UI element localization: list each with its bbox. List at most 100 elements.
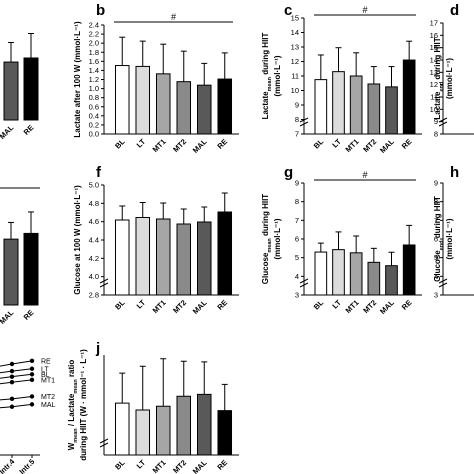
axis-break-a — [438, 278, 448, 284]
y-tick-label: 13 — [430, 68, 438, 77]
panel-g: g 3 4 5 6 7 8 9 Glucosemean during HIIT(mmol·L⁻¹… — [261, 164, 422, 316]
y-tick-label: 8 — [434, 197, 438, 206]
y-tick-label: 4 — [434, 272, 438, 281]
y-tick-label: 6 — [295, 235, 299, 244]
x-tick-label: RE — [215, 137, 229, 151]
y-tick-label: 15 — [430, 43, 438, 52]
axis-break-b — [299, 121, 309, 127]
bar-BL — [314, 79, 328, 135]
y-axis-label: Lactatemean during HIIT — [261, 32, 273, 119]
y-tick-label: 1.2 — [89, 75, 99, 84]
y-axis-label-rest: / Lactate — [67, 393, 76, 428]
y-tick-label: 3 — [434, 291, 438, 300]
y-tick-label: 14 — [291, 28, 299, 37]
x-tick-label: MT2 — [361, 137, 378, 154]
y-tick-label: 8 — [295, 197, 299, 206]
series-point-BL — [9, 374, 15, 379]
bar-MT1 — [349, 75, 363, 135]
bar-MAL — [196, 84, 212, 135]
x-tick-label: MT2 — [171, 137, 188, 154]
x-tick-label: LT — [330, 137, 343, 150]
y-tick-label: 10 — [291, 86, 299, 95]
y-tick-label: 2.4 — [89, 21, 99, 30]
y-axis-label-line-2: (mmol·L⁻¹) — [273, 55, 282, 96]
bar-MT1 — [349, 252, 363, 296]
y-tick-label: 1.4 — [89, 66, 99, 75]
bar-RE — [217, 211, 233, 296]
bar-LT — [332, 249, 345, 296]
bar-RE — [23, 57, 39, 121]
x-tick-label: RE — [22, 123, 36, 137]
x-tick-label: MT2 — [171, 298, 188, 315]
y-axis-label-line-2: during HIIT (W · mmol⁻¹ · L⁻¹) — [79, 349, 88, 461]
y-tick-label: 8 — [295, 115, 299, 124]
y-tick-label: 10 — [430, 105, 438, 114]
y-tick-label: 4.6 — [89, 217, 99, 226]
bar-LT — [135, 409, 151, 456]
y-tick-label: 0.4 — [89, 111, 99, 120]
panel-b: b 0.00.20.40.60.81.01.21.41.61.82.02.22.4… — [73, 2, 239, 155]
x-tick-label: MT1 — [151, 298, 168, 315]
axis-break-b — [438, 282, 448, 288]
y-tick-label: 1.0 — [89, 84, 99, 93]
y-tick-label: 3 — [295, 291, 299, 300]
y-tick-label: 9 — [434, 179, 438, 188]
y-tick-label: 12 — [430, 80, 438, 89]
bar-RE — [402, 59, 416, 135]
y-axis-label: Lactateend during HIIT — [433, 37, 445, 119]
y-axis-label-base: Lactate — [433, 91, 442, 120]
bar-MT1 — [155, 405, 171, 456]
y-tick-label: 11 — [430, 93, 438, 102]
y-axis-label-base: Lactate — [261, 91, 270, 120]
x-tick-label: MAL — [191, 298, 209, 316]
x-tick-label: MT2 — [361, 298, 378, 315]
y-axis-label: Glucosemean during HIIT — [261, 194, 273, 285]
bar-MT1 — [155, 218, 171, 296]
panel-letter: d — [450, 2, 459, 19]
y-axis-label: Glucose at 100 W (mmol·L⁻¹) — [73, 185, 82, 295]
y-tick-label: 6 — [434, 235, 438, 244]
bar-BL — [114, 65, 130, 135]
y-axis-label-base: W — [67, 442, 76, 450]
series-label-MT1: MT1 — [41, 377, 55, 384]
x-tick-label: RE — [400, 137, 414, 151]
panel-letter: f — [96, 164, 102, 181]
y-tick-label: 1.6 — [89, 57, 99, 66]
y-tick-label: 0.8 — [89, 93, 99, 102]
series-point-LT — [29, 366, 35, 371]
series-point-LT — [9, 368, 15, 374]
axis-break-a — [99, 278, 109, 284]
series-point-BL — [29, 372, 35, 377]
series-point-RE — [9, 361, 15, 367]
series-label-RE: RE — [41, 358, 51, 365]
panel-letter: h — [450, 164, 459, 181]
bar-LT — [332, 71, 345, 135]
x-tick-label: RE — [400, 298, 414, 312]
y-axis-label-rest: during HIIT — [433, 196, 442, 241]
y-tick-label: 8 — [434, 130, 438, 139]
y-axis-label-subscript-2: mean — [73, 379, 79, 394]
bar-RE — [217, 78, 233, 135]
series-point-MT1 — [29, 377, 35, 383]
panel-f: f 2.8 4.0 4.2 4.4 4.6 4.8 5.0 Glucose at 100 W (… — [73, 164, 239, 316]
y-axis-label: Lactate after 100 W (mmol·L⁻¹) — [73, 21, 82, 138]
x-tick-label: MT1 — [344, 298, 361, 315]
bar-MT2 — [367, 83, 381, 135]
series-label-MAL: MAL — [41, 402, 56, 409]
x-tick-label: MT1 — [151, 458, 168, 474]
x-tick-label: LT — [135, 458, 148, 471]
x-tick-label: RE — [22, 308, 36, 322]
significance-marker: # — [362, 5, 367, 15]
axis-break-b — [299, 282, 309, 288]
y-axis-label-subscript: mean — [73, 428, 79, 443]
bar-MT2 — [176, 395, 192, 456]
y-axis-label-rest-2: ratio — [67, 360, 76, 380]
y-axis-label-rest: during HIIT — [261, 194, 270, 239]
y-tick-label: 0.6 — [89, 102, 99, 111]
x-tick-label: BL — [312, 137, 326, 151]
bar-RE — [402, 244, 416, 296]
bar-MT2 — [176, 81, 192, 135]
bar-BL — [114, 219, 130, 296]
